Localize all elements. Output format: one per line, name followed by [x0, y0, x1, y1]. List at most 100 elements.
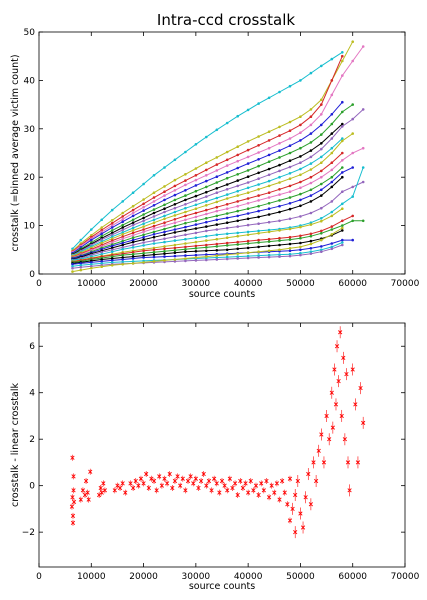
series-point	[225, 207, 229, 210]
series-point	[278, 181, 281, 184]
series-point	[152, 204, 156, 207]
series-point	[121, 253, 124, 257]
series-point	[246, 186, 250, 190]
series-point	[236, 153, 239, 157]
series-point	[100, 250, 103, 254]
series-point	[309, 162, 313, 165]
series-point	[131, 223, 135, 227]
scatter-point	[83, 478, 89, 485]
series-point	[100, 232, 103, 236]
series-point	[236, 243, 239, 246]
series-point	[246, 254, 250, 258]
scatter-point	[130, 484, 136, 491]
series-point	[215, 245, 219, 248]
series-point	[194, 231, 198, 235]
series-point	[215, 175, 219, 178]
series-point	[341, 243, 344, 247]
series-point	[110, 248, 114, 252]
series-point	[236, 173, 239, 176]
series-point	[330, 225, 334, 228]
series-point	[246, 207, 250, 210]
scatter-point	[212, 475, 217, 482]
series-point	[152, 248, 156, 252]
bottom-y-tick-label: 0	[29, 482, 35, 492]
series-point	[278, 125, 281, 129]
bottom-y-tick-label: −2	[22, 528, 35, 538]
series-point	[246, 108, 250, 112]
series-point	[288, 238, 292, 241]
series-point	[299, 192, 302, 196]
series-point	[236, 184, 239, 188]
series-point	[142, 241, 145, 244]
series-point	[267, 230, 271, 234]
scatter-point	[191, 480, 196, 487]
series-point	[184, 221, 187, 225]
top-series-lines	[71, 40, 365, 273]
series-point	[267, 202, 271, 205]
series-point	[299, 155, 302, 158]
series-point	[225, 164, 229, 167]
series-point	[309, 232, 313, 236]
series-point	[205, 253, 208, 256]
series-point	[163, 214, 166, 218]
series-point	[163, 166, 166, 169]
series-point	[121, 215, 124, 218]
series-point	[341, 51, 344, 54]
series-point	[205, 239, 208, 242]
series-point	[194, 167, 198, 170]
series-point	[341, 190, 344, 193]
series-point	[267, 253, 271, 257]
series-point	[351, 59, 355, 63]
scatter-point	[303, 491, 308, 504]
scatter-point	[330, 421, 335, 434]
series-point	[173, 203, 177, 206]
series-point	[309, 223, 313, 226]
series-point	[267, 237, 271, 241]
series-point	[131, 208, 135, 212]
series-point	[121, 256, 124, 259]
series-point	[278, 236, 281, 240]
series-line-19	[72, 215, 353, 263]
scatter-point	[306, 468, 311, 481]
series-point	[163, 185, 166, 188]
series-point	[173, 218, 177, 221]
series-point	[205, 179, 208, 183]
series-point	[121, 226, 124, 229]
series-point	[100, 252, 103, 256]
series-point	[288, 252, 292, 256]
series-point	[131, 236, 135, 239]
series-point	[225, 193, 229, 196]
series-point	[100, 262, 103, 265]
series-point	[121, 246, 124, 249]
series-line-14	[72, 167, 353, 259]
scatter-point	[253, 482, 259, 489]
series-point	[225, 216, 229, 220]
series-point	[320, 161, 323, 164]
series-point	[184, 248, 187, 251]
series-point	[194, 207, 198, 210]
scatter-point	[214, 480, 219, 487]
series-point	[278, 134, 281, 137]
series-point	[71, 263, 74, 266]
series-point	[288, 172, 292, 175]
series-point	[100, 238, 103, 241]
series-point	[194, 184, 198, 187]
series-point	[121, 260, 124, 264]
series-point	[330, 168, 334, 172]
series-point	[288, 247, 292, 250]
series-point	[288, 177, 292, 180]
series-point	[299, 131, 302, 134]
scatter-point	[300, 521, 306, 534]
scatter-point	[344, 368, 349, 381]
scatter-point	[353, 398, 358, 411]
scatter-point	[264, 478, 269, 485]
series-point	[205, 174, 208, 177]
scatter-point	[251, 487, 256, 494]
series-point	[320, 123, 323, 127]
series-point	[320, 98, 323, 102]
series-point	[142, 205, 145, 209]
series-point	[173, 251, 177, 254]
series-point	[246, 191, 250, 194]
scatter-point	[209, 487, 214, 494]
series-point	[299, 251, 302, 255]
